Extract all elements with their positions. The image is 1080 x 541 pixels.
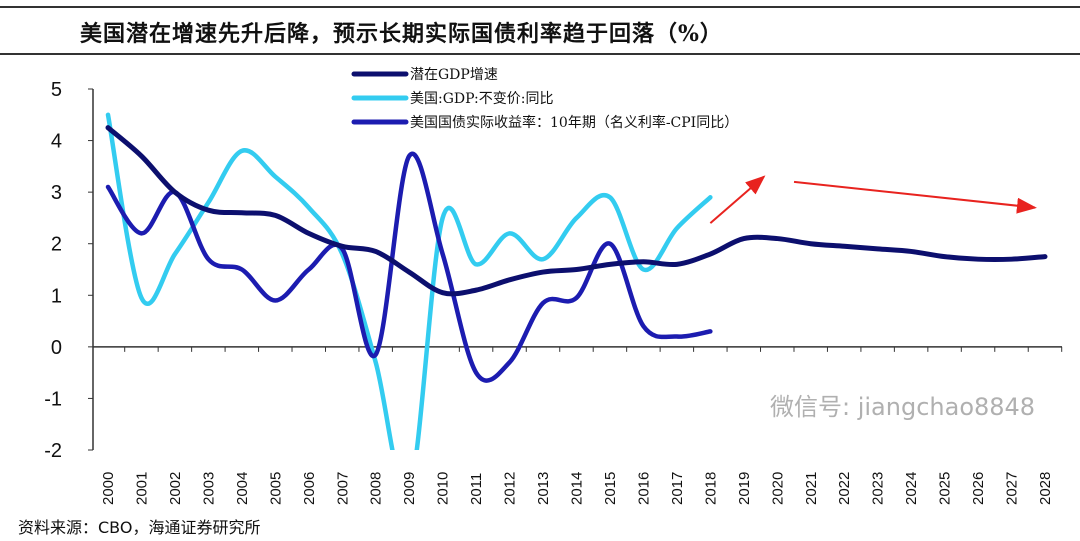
x-tick-label: 2011 [468, 473, 485, 505]
x-tick-label: 2003 [200, 472, 217, 505]
y-tick-label: 1 [51, 285, 62, 307]
x-tick-label: 2007 [334, 472, 351, 505]
y-tick-label: 2 [51, 234, 62, 256]
x-tick-label: 2005 [267, 472, 284, 505]
x-tick-label: 2006 [301, 472, 318, 505]
y-tick-label: 0 [51, 337, 62, 359]
x-tick-label: 2012 [502, 472, 519, 505]
series-line-2 [105, 151, 713, 383]
series-line-1 [105, 112, 713, 450]
x-tick-label: 2025 [937, 472, 954, 505]
trend-arrow-0 [709, 175, 766, 224]
legend-label-0: 潜在GDP增速 [410, 67, 498, 83]
x-tick-label: 2023 [870, 472, 887, 505]
x-tick-label: 2008 [368, 472, 385, 505]
legend-label-1: 美国:GDP:不变价:同比 [410, 91, 553, 107]
watermark: 微信号: jiangchao8848 [770, 393, 1035, 421]
x-tick-label: 2021 [803, 472, 820, 505]
x-tick-label: 2016 [635, 472, 652, 505]
chart-title: 美国潜在增速先升后降，预示长期实际国债利率趋于回落（%） [80, 21, 723, 47]
x-tick-label: 2009 [401, 472, 418, 505]
x-tick-label: 2002 [167, 472, 184, 505]
trend-arrow-1 [793, 180, 1037, 214]
title-rule [0, 53, 1080, 55]
x-tick-label: 2001 [133, 472, 150, 505]
top-rule [0, 6, 1080, 8]
y-tick-label: 5 [51, 79, 62, 101]
y-tick-label: 3 [51, 182, 62, 204]
x-tick-label: 2000 [100, 472, 117, 505]
x-tick-label: 2013 [535, 472, 552, 505]
x-tick-label: 2018 [702, 472, 719, 505]
x-tick-label: 2010 [435, 472, 452, 505]
x-tick-label: 2028 [1037, 472, 1054, 505]
x-tick-label: 2019 [736, 472, 753, 505]
x-tick-label: 2014 [569, 472, 586, 505]
y-tick-label: 4 [51, 131, 62, 153]
series-line-0 [105, 125, 1048, 297]
y-tick-label: -2 [44, 440, 62, 462]
y-tick-label: -1 [44, 388, 62, 410]
x-tick-label: 2015 [602, 472, 619, 505]
source-note: 资料来源：CBO，海通证券研究所 [18, 518, 261, 537]
x-tick-label: 2026 [970, 472, 987, 505]
x-tick-label: 2020 [769, 472, 786, 505]
x-tick-label: 2017 [669, 472, 686, 505]
x-tick-label: 2004 [234, 472, 251, 505]
x-tick-label: 2024 [903, 472, 920, 505]
legend-label-2: 美国国债实际收益率：10年期（名义利率-CPI同比） [410, 114, 738, 131]
x-tick-label: 2027 [1004, 472, 1021, 505]
x-tick-label: 2022 [836, 472, 853, 505]
